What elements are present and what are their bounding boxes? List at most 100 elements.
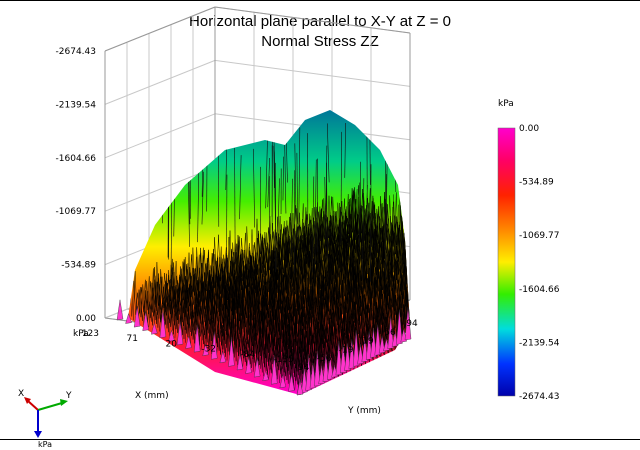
- mesh-streak: [324, 176, 327, 245]
- floor-peak: [116, 299, 124, 321]
- mesh-line: [258, 229, 410, 375]
- mesh-streak: [277, 178, 280, 244]
- y-axis-label: Y (mm): [347, 406, 381, 416]
- floor-peak: [344, 343, 351, 372]
- mesh-streak: [234, 147, 236, 265]
- z-tick-label: -534.89: [61, 261, 96, 271]
- floor-peak: [159, 309, 167, 339]
- triad-z-head: [34, 431, 42, 438]
- triad-x-label: X: [18, 389, 24, 399]
- mesh-streak: [284, 135, 287, 214]
- floor-peak: [151, 322, 158, 335]
- floor-peak: [185, 336, 192, 349]
- x-tick-labels: 123 71 20 -32 -84 -135: [82, 329, 294, 365]
- mesh-streak: [326, 162, 328, 261]
- floor-peak: [335, 340, 343, 376]
- mesh-streak: [340, 131, 342, 246]
- mesh-streak: [385, 174, 387, 279]
- mesh-streak: [326, 123, 330, 183]
- mesh-streak: [161, 162, 163, 224]
- z-tick-label: 0.00: [76, 314, 96, 324]
- colorbar-unit: kPa: [498, 99, 514, 109]
- floor-peak: [288, 374, 295, 392]
- floor-peak: [387, 316, 394, 350]
- colorbar-tick-label: -1069.77: [519, 231, 559, 241]
- mesh-streak: [298, 127, 301, 244]
- mesh-streak: [265, 133, 268, 209]
- mesh-streak: [201, 171, 204, 225]
- mesh-streak: [344, 123, 346, 178]
- mesh-streak: [282, 156, 284, 201]
- mesh-streak: [239, 155, 242, 220]
- floor-peak: [142, 311, 149, 331]
- floor-peak: [219, 350, 227, 364]
- floor-peak: [348, 339, 356, 369]
- mesh-streak: [312, 176, 315, 273]
- floor-peak: [133, 306, 141, 328]
- floor-peak: [327, 356, 334, 380]
- mesh-streak: [314, 159, 317, 269]
- floor-peak: [125, 312, 132, 324]
- mesh-streak: [267, 158, 270, 208]
- z-tick-label: -2139.54: [56, 100, 97, 110]
- triad-z-label: kPa: [38, 440, 52, 449]
- chart-subtitle: Normal Stress ZZ: [261, 33, 379, 50]
- floor-peak: [352, 330, 360, 367]
- floor-peak: [271, 355, 278, 385]
- x-tick-label: 71: [127, 334, 138, 344]
- x-tick-label: -32: [201, 345, 216, 355]
- triad-y-arrow: [37, 402, 63, 411]
- floor-peak: [193, 324, 201, 353]
- floor-peak: [176, 321, 184, 346]
- y-tick-label: 19: [362, 337, 374, 347]
- stress-surface: [116, 110, 412, 396]
- z-axis-unit: kPa: [73, 329, 89, 339]
- y-tick-label: -56: [317, 354, 332, 364]
- triad-y-head: [60, 399, 68, 406]
- floor-peak: [365, 331, 373, 361]
- colorbar-tick-label: -534.89: [519, 178, 554, 188]
- floor-peak: [339, 344, 347, 374]
- axis-triad: X Y kPa: [18, 389, 72, 449]
- x-tick-label: 123: [82, 329, 99, 339]
- floor-peak: [236, 353, 244, 371]
- floor-peak: [374, 324, 381, 356]
- y-tick-labels: -94 -56 -19 19 56 94: [295, 319, 418, 373]
- floor-peak: [279, 374, 287, 389]
- floor-peak: [378, 335, 386, 354]
- mesh-line: [132, 185, 363, 321]
- mesh-streak: [290, 178, 293, 256]
- floor-peak: [245, 357, 252, 374]
- floor-peak: [202, 343, 209, 356]
- floor-peak: [305, 355, 312, 391]
- floor-peak: [228, 337, 235, 367]
- x-axis-label: X (mm): [135, 391, 169, 401]
- triad-x-arrow: [27, 400, 39, 411]
- floor-peak: [361, 337, 369, 363]
- z-tick-label: -2674.43: [56, 47, 96, 57]
- x-tick-label: 20: [166, 339, 178, 349]
- floor-peak: [396, 309, 403, 345]
- floor-peak: [168, 329, 175, 342]
- y-tick-label: -19: [339, 345, 354, 355]
- mesh-streak: [294, 143, 297, 240]
- floor-peak: [370, 327, 377, 358]
- colorbar: [497, 127, 516, 397]
- mesh-streak: [296, 152, 298, 224]
- triad-x-head: [24, 397, 31, 404]
- floor-peak: [322, 354, 330, 383]
- floor-peak: [314, 350, 321, 387]
- y-tick-label: 94: [406, 319, 418, 329]
- z-tick-label: -1604.66: [56, 154, 97, 164]
- colorbar-tick-label: -1604.66: [519, 285, 560, 295]
- z-tick-labels: -2674.43 -2139.54 -1604.66 -1069.77 -534.89 0…: [56, 47, 97, 324]
- floor-peak: [262, 370, 269, 381]
- floor-peak: [404, 307, 412, 341]
- colorbar-tick-label: 0.00: [519, 124, 539, 134]
- floor-peak: [253, 357, 261, 378]
- colorbar-tick-label: -2139.54: [519, 338, 560, 348]
- triad-y-label: Y: [65, 391, 72, 401]
- floor-peak: [296, 380, 304, 396]
- floor-peak: [211, 331, 218, 360]
